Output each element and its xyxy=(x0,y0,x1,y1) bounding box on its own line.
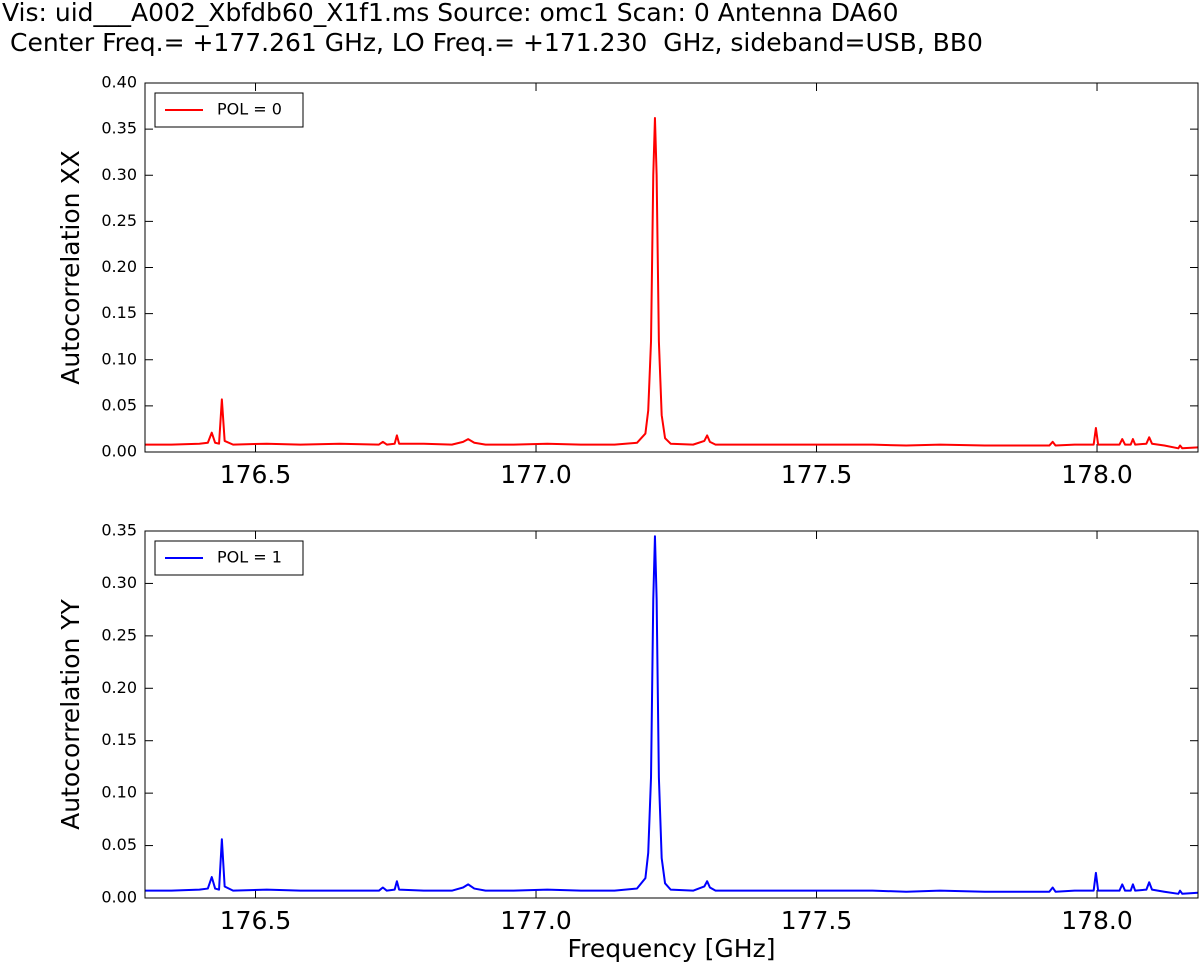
legend: POL = 0 xyxy=(154,92,304,128)
plot-frame xyxy=(144,82,1199,453)
y-tick-label: 0.30 xyxy=(101,165,137,184)
y-tick-label: 0.05 xyxy=(101,395,137,414)
y-tick-label: 0.30 xyxy=(101,573,137,592)
legend-label: POL = 1 xyxy=(217,548,282,567)
data-line xyxy=(145,117,1199,450)
y-tick-label: 0.20 xyxy=(101,678,137,697)
y-tick-label: 0.10 xyxy=(101,783,137,802)
x-tick-label: 176.5 xyxy=(220,906,292,935)
y-tick-label: 0.25 xyxy=(101,211,137,230)
x-tick-label: 177.5 xyxy=(781,906,853,935)
y-axis-label: Autocorrelation YY xyxy=(56,598,85,829)
y-tick-label: 0.35 xyxy=(101,521,137,540)
x-tick-label: 177.0 xyxy=(500,460,572,489)
x-tick-label: 178.0 xyxy=(1061,460,1133,489)
legend-label: POL = 0 xyxy=(217,100,282,119)
y-axis-label: Autocorrelation XX xyxy=(56,150,85,384)
y-tick-label: 0.40 xyxy=(101,73,137,92)
data-line xyxy=(145,535,1199,895)
x-tick-label: 176.5 xyxy=(220,460,292,489)
y-tick-label: 0.10 xyxy=(101,349,137,368)
x-axis-label: Frequency [GHz] xyxy=(568,934,776,963)
x-tick-label: 177.0 xyxy=(500,906,572,935)
plot-frame xyxy=(144,530,1199,899)
y-tick-label: 0.25 xyxy=(101,625,137,644)
y-tick-label: 0.05 xyxy=(101,835,137,854)
title-line: Center Freq.= +177.261 GHz, LO Freq.= +1… xyxy=(10,28,983,57)
x-tick-label: 178.0 xyxy=(1061,906,1133,935)
y-tick-label: 0.00 xyxy=(101,442,137,461)
title-line: Vis: uid___A002_Xbfdb60_X1f1.ms Source: … xyxy=(2,0,899,27)
legend: POL = 1 xyxy=(154,540,304,576)
y-tick-label: 0.15 xyxy=(101,730,137,749)
y-tick-label: 0.00 xyxy=(101,888,137,907)
x-tick-label: 177.5 xyxy=(781,460,853,489)
y-tick-label: 0.20 xyxy=(101,257,137,276)
y-tick-label: 0.15 xyxy=(101,303,137,322)
y-tick-label: 0.35 xyxy=(101,119,137,138)
